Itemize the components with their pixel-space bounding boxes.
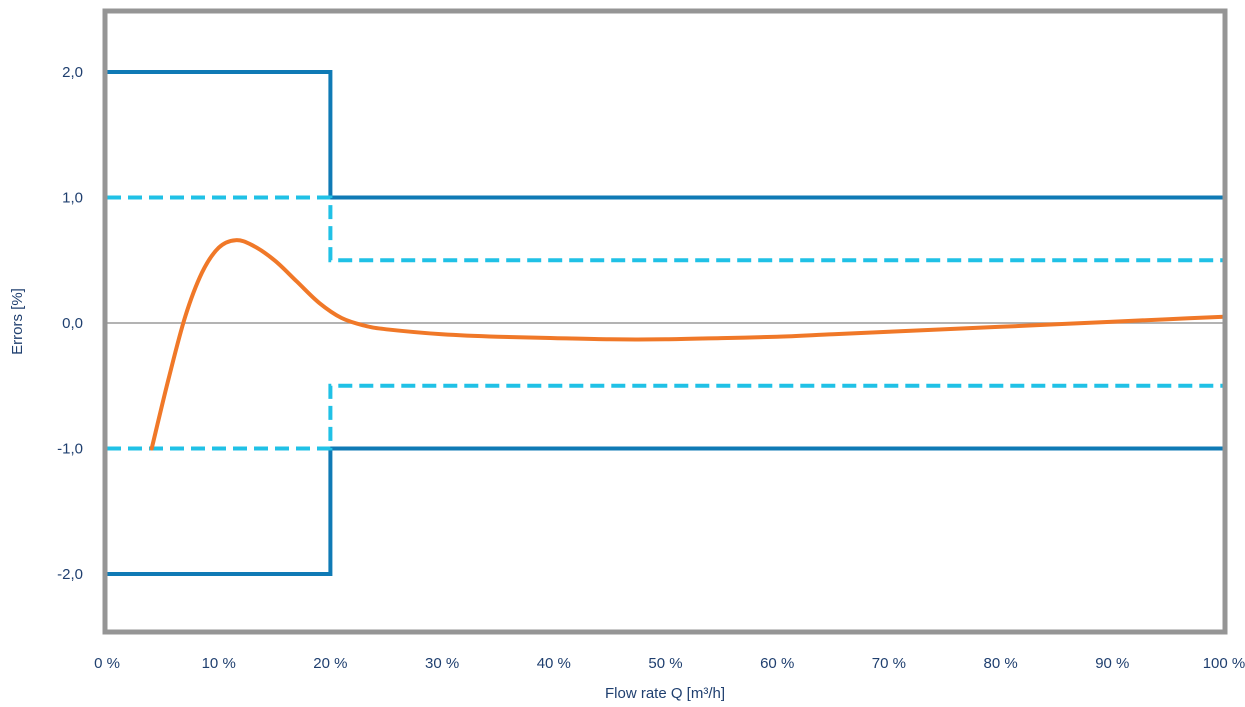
plot-frame <box>102 8 1228 635</box>
x-tick-label: 30 % <box>425 655 459 672</box>
x-tick-label: 60 % <box>760 655 794 672</box>
x-tick-label: 50 % <box>648 655 682 672</box>
error-curve <box>149 238 1226 451</box>
y-axis-tick-labels: 2,0 1,0 0,0 -1,0 -2,0 <box>57 64 83 583</box>
y-tick-label: 2,0 <box>62 64 83 81</box>
y-tick-label: 0,0 <box>62 315 83 332</box>
lower-dashed-limit-line <box>107 383 1224 451</box>
x-tick-label: 100 % <box>1203 655 1245 672</box>
x-tick-label: 40 % <box>537 655 571 672</box>
plot-area <box>105 70 1226 576</box>
upper-limit-line <box>107 70 1224 200</box>
x-tick-label: 90 % <box>1095 655 1129 672</box>
x-tick-label: 70 % <box>872 655 906 672</box>
x-tick-label: 20 % <box>313 655 347 672</box>
y-tick-label: 1,0 <box>62 190 83 207</box>
lower-limit-line <box>107 446 1224 576</box>
y-tick-label: -1,0 <box>57 441 83 458</box>
x-tick-label: 0 % <box>94 655 120 672</box>
x-tick-label: 80 % <box>983 655 1017 672</box>
x-axis-title: Flow rate Q [m³/h] <box>605 685 725 702</box>
x-axis-tick-labels: 0 % 10 % 20 % 30 % 40 % 50 % 60 % 70 % 80 % 90 % 1… <box>94 655 1245 672</box>
y-axis-title: Errors [%] <box>9 288 26 355</box>
upper-dashed-limit-line <box>107 195 1224 263</box>
y-tick-label: -2,0 <box>57 566 83 583</box>
x-tick-label: 10 % <box>202 655 236 672</box>
